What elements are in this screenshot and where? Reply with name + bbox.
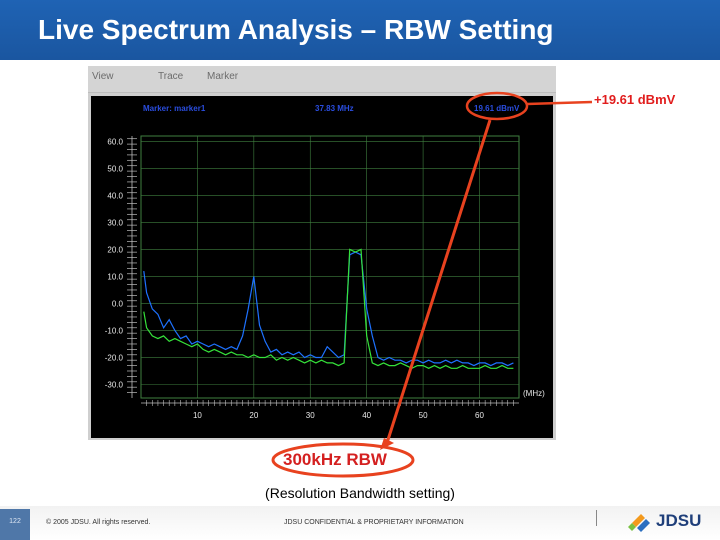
x-tick-label: 50 [419,411,428,420]
y-tick-label: -10.0 [105,326,124,335]
spectrum-trace-2 [143,248,514,369]
x-tick-label: 40 [362,411,371,420]
jdsu-logo-icon [628,514,650,532]
spectrum-plot: 60.0 50.0 40.0 30.0 20.0 10.0 0.0 -10.0 -20.0 -30… [105,135,545,420]
slide-title: Live Spectrum Analysis – RBW Setting [38,14,554,45]
page-number: 122 [9,518,21,525]
marker-name: Marker: marker1 [143,104,206,113]
x-tick-label: 20 [249,411,258,420]
confidential-text: JDSU CONFIDENTIAL & PROPRIETARY INFORMAT… [284,519,464,526]
x-unit-label: (MHz) [523,389,545,398]
rbw-label: 300kHz RBW [283,450,387,469]
footer: 122 © 2005 JDSU. All rights reserved. JD… [0,506,720,540]
analyzer-screenshot: View Trace Marker 60.0 50.0 40.0 30.0 20.0 10… [88,66,556,440]
x-tick-label: 10 [193,411,202,420]
copyright-text: © 2005 JDSU. All rights reserved. [46,519,151,526]
title-bar: Live Spectrum Analysis – RBW Setting [0,0,720,60]
menu-trace[interactable]: Trace [158,71,184,82]
marker-amplitude: 19.61 dBmV [474,104,520,113]
x-tick-label: 60 [475,411,484,420]
y-tick-label: 10.0 [107,272,123,281]
y-tick-label: -30.0 [105,380,124,389]
marker-frequency: 37.83 MHz [315,104,354,113]
spectrum-trace-1 [143,251,514,367]
y-tick-label: 30.0 [107,218,123,227]
x-tick-label: 30 [306,411,315,420]
footer-divider [596,510,597,526]
y-tick-label: 20.0 [107,245,123,254]
spectrum-display: 60.0 50.0 40.0 30.0 20.0 10.0 0.0 -10.0 -20.0 -30… [91,96,553,438]
page-badge: 122 [0,509,30,540]
analyzer-menu-bar: View Trace Marker [88,66,556,93]
y-tick-label: 50.0 [107,164,123,173]
y-tick-label: -20.0 [105,353,124,362]
plot-border [140,135,520,399]
rbw-caption: (Resolution Bandwidth setting) [265,485,455,501]
y-tick-label: 0.0 [112,299,124,308]
menu-marker[interactable]: Marker [207,71,239,82]
jdsu-logo-text: JDSU [656,511,702,530]
y-tick-label: 40.0 [107,191,123,200]
menu-view[interactable]: View [92,71,114,82]
amplitude-callout-label: +19.61 dBmV [594,92,676,107]
y-tick-label: 60.0 [107,137,123,146]
